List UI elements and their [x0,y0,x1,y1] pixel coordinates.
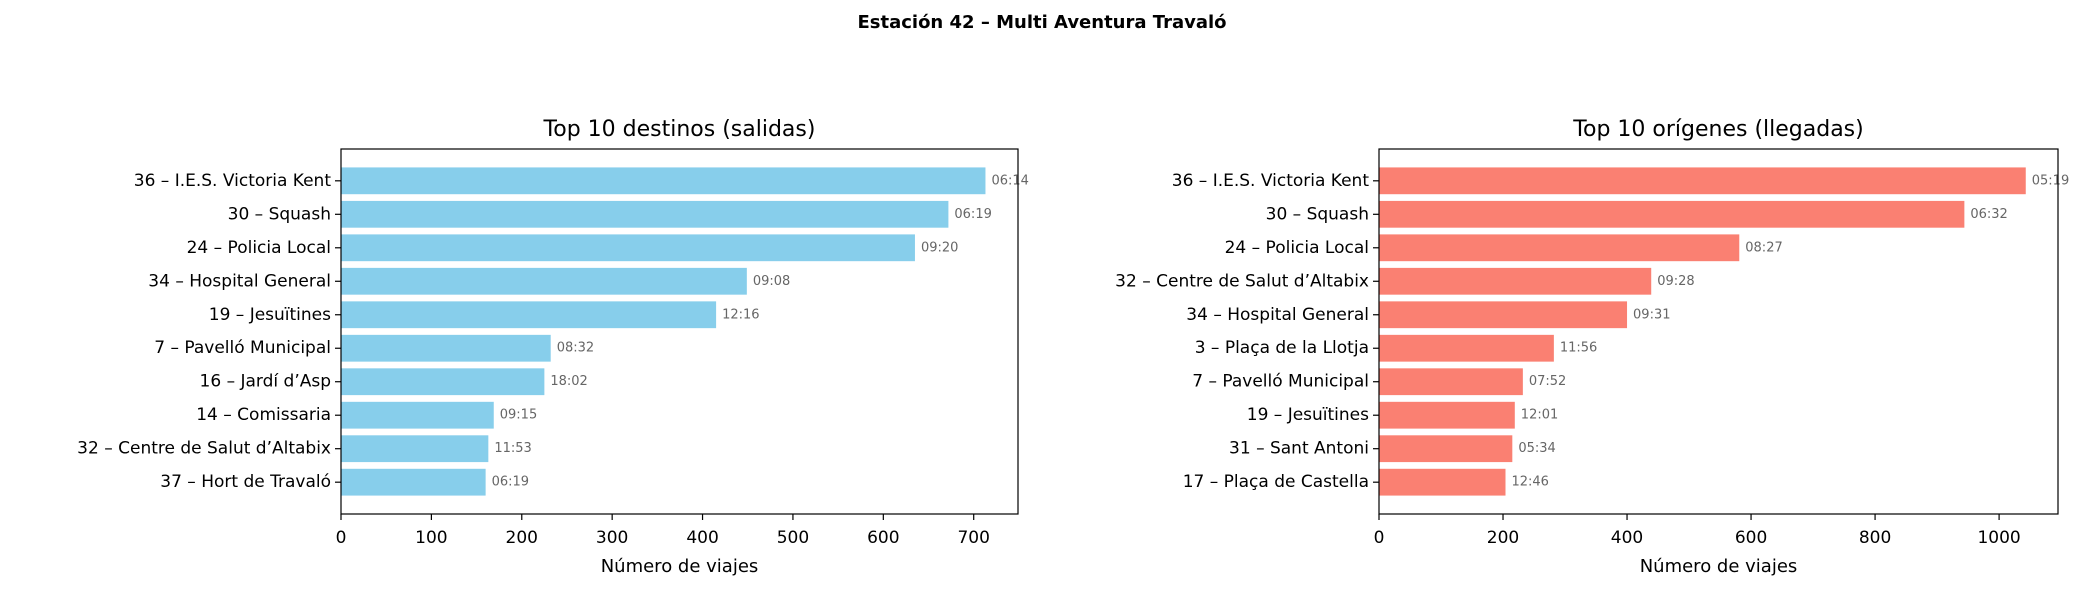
x-tick-label: 400 [686,528,718,548]
y-tick-label: 37 – Hort de Travaló [160,472,331,492]
bar [1379,167,2026,195]
bar [1379,368,1523,396]
bar-annotation: 11:53 [494,441,531,456]
axes-frame [340,148,1019,515]
bar-annotation: 07:52 [1529,374,1566,389]
x-tick-label: 0 [1374,528,1385,548]
bar [1379,435,1513,463]
x-tick-label: 700 [957,528,989,548]
bar-annotation: 05:34 [1518,441,1555,456]
x-tick-label: 200 [1487,528,1519,548]
y-tick-label: 7 – Pavelló Municipal [1192,372,1369,392]
x-tick-label: 400 [1611,528,1643,548]
y-tick-label: 36 – I.E.S. Victoria Kent [1172,171,1370,191]
y-tick-label: 31 – Sant Antoni [1229,439,1369,459]
y-tick-label: 16 – Jardí d’Asp [200,372,331,392]
bar [341,368,545,396]
y-tick-label: 3 – Plaça de la Llotja [1195,338,1369,358]
y-tick-label: 19 – Jesuïtines [209,305,331,325]
bar [341,234,915,262]
x-tick-label: 100 [415,528,447,548]
y-tick-label: 34 – Hospital General [1186,305,1369,325]
bar [1379,468,1506,496]
bar [1379,301,1628,329]
bar-annotation: 09:20 [921,240,958,255]
bar [341,334,551,362]
x-tick-label: 800 [1859,528,1891,548]
x-axis-label: Número de viajes [601,556,759,577]
x-tick-label: 1000 [1977,528,2020,548]
bar [1379,267,1652,295]
bar-annotation: 06:19 [492,475,529,490]
bar-annotation: 18:02 [550,374,587,389]
bar-annotation: 12:16 [722,307,759,322]
x-tick-label: 500 [777,528,809,548]
subplot-title: Top 10 destinos (salidas) [543,117,816,142]
y-tick-label: 32 – Centre de Salut d’Altabix [1115,271,1369,291]
y-tick-label: 24 – Policia Local [187,238,331,258]
bar-annotation: 11:56 [1560,341,1597,356]
x-axis-label: Número de viajes [1640,556,1798,577]
bar [1379,200,1965,228]
bar-annotation: 05:19 [2032,173,2069,188]
y-tick-label: 30 – Squash [1266,204,1369,224]
bar-annotation: 12:01 [1521,408,1558,423]
bar [1379,334,1554,362]
bar [341,267,747,295]
y-tick-label: 17 – Plaça de Castella [1183,472,1369,492]
bar-annotation: 06:19 [954,207,991,222]
bar [341,167,986,195]
bar [341,200,949,228]
bar-annotation: 09:31 [1633,307,1670,322]
x-tick-label: 600 [1735,528,1767,548]
x-tick-label: 0 [336,528,347,548]
axes-frame [1378,148,2059,515]
bar [341,468,486,496]
bar-annotation: 09:08 [753,274,790,289]
bar-annotation: 08:32 [557,341,594,356]
y-tick-label: 7 – Pavelló Municipal [154,338,331,358]
y-tick-label: 24 – Policia Local [1225,238,1369,258]
bar-annotation: 06:14 [991,173,1028,188]
bar-annotation: 08:27 [1745,240,1782,255]
bar-annotation: 12:46 [1511,475,1548,490]
y-tick-label: 32 – Centre de Salut d’Altabix [77,439,331,459]
y-tick-label: 30 – Squash [228,204,331,224]
bar [1379,401,1515,429]
bar-annotation: 09:28 [1657,274,1694,289]
bar [341,435,489,463]
bar-annotation: 06:32 [1970,207,2007,222]
subplot-title: Top 10 orígenes (llegadas) [1572,117,1863,142]
x-tick-label: 300 [596,528,628,548]
y-tick-label: 34 – Hospital General [148,271,331,291]
bar-annotation: 09:15 [500,408,537,423]
y-tick-label: 36 – I.E.S. Victoria Kent [134,171,332,191]
bar [1379,234,1740,262]
x-tick-label: 200 [506,528,538,548]
bar [341,301,717,329]
bar [341,401,494,429]
x-tick-label: 600 [867,528,899,548]
y-tick-label: 14 – Comissaria [196,405,331,425]
y-tick-label: 19 – Jesuïtines [1247,405,1369,425]
figure-title: Estación 42 – Multi Aventura Travaló [857,12,1226,33]
